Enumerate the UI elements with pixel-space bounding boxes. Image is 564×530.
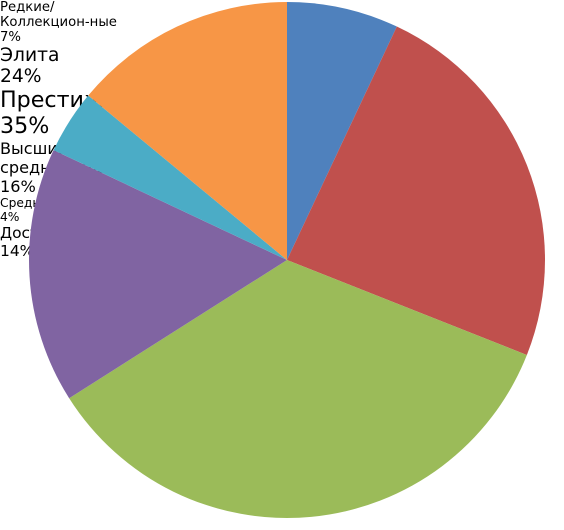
slice-label: Редкие/Коллекцион-ные 7% xyxy=(0,0,125,45)
pie-slice xyxy=(287,2,397,260)
value-label: 35% xyxy=(0,113,50,139)
slice-label: Элита 24% xyxy=(0,45,135,87)
value-label: 4% xyxy=(0,210,20,224)
pie-slice xyxy=(69,260,527,519)
category-label: Элита xyxy=(0,45,60,66)
value-label: 24% xyxy=(0,66,42,87)
value-label: 7% xyxy=(0,30,21,45)
pie-slice xyxy=(88,2,287,260)
pie-slice xyxy=(53,95,287,260)
value-label: 14% xyxy=(0,242,35,260)
pie-slice xyxy=(28,150,288,399)
pie-slice xyxy=(287,26,545,355)
value-label: 16% xyxy=(0,177,36,196)
category-label: Редкие/Коллекцион-ные xyxy=(0,0,117,30)
